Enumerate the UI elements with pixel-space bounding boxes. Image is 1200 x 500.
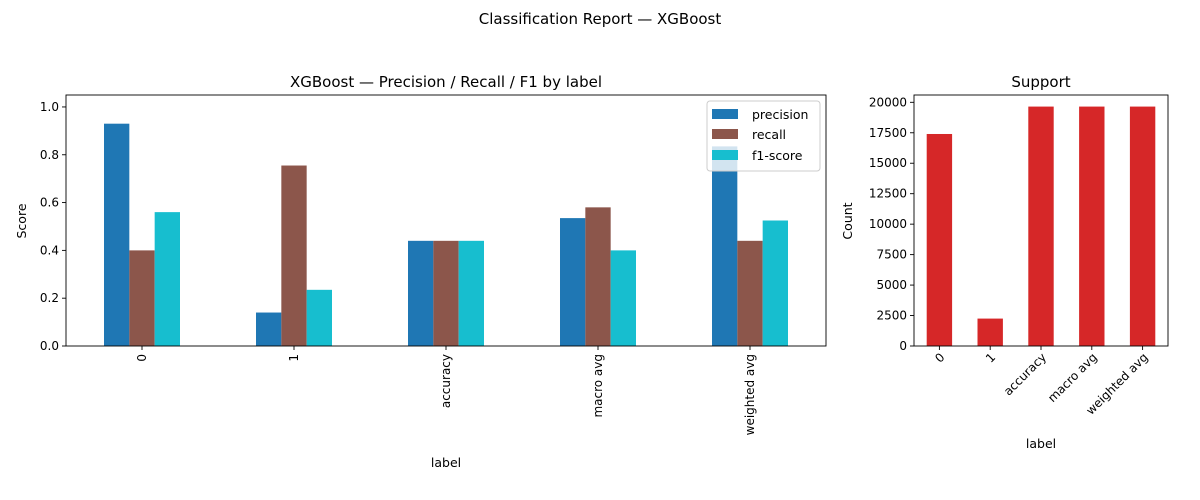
bar-f1-score-0 [154,212,180,346]
bar-recall-weighted-avg [737,240,763,346]
bar-precision-macro-avg [560,218,586,346]
legend-swatch-f1-score [712,150,738,160]
y-axis-label: Score [14,203,29,238]
y-tick-label: 10000 [869,217,907,231]
plot-frame [913,94,1169,347]
y-tick-label: 0.6 [40,196,59,210]
bar-f1-score-macro-avg [610,250,636,346]
bar-support-1 [977,318,1003,346]
legend-label-recall: recall [752,127,786,142]
y-tick-label: 5000 [876,278,907,292]
x-tick-label: 1 [287,354,301,362]
legend-label-f1-score: f1-score [752,148,803,163]
y-tick-label: 0 [899,339,907,353]
figure-suptitle: Classification Report — XGBoost [479,10,722,28]
bar-f1-score-accuracy [458,240,484,346]
bar-precision-weighted-avg [712,146,738,346]
legend-swatch-precision [712,109,738,119]
x-tick-label: accuracy [1001,350,1049,398]
bar-recall-accuracy [433,240,459,346]
y-axis-label: Count [840,202,855,239]
bar-precision-1 [256,312,282,346]
legend[interactable]: precision recall f1-score [706,100,821,172]
y-tick-label: 15000 [869,156,907,170]
x-tick-label: 0 [932,350,947,365]
bar-f1-score-weighted-avg [762,220,788,346]
y-tick-label: 0.4 [40,243,59,257]
bar-f1-score-1 [306,289,332,346]
y-tick-label: 2500 [876,309,907,323]
x-tick-label: macro avg [1045,350,1100,405]
chart-title: XGBoost — Precision / Recall / F1 by lab… [290,73,602,91]
chart-title: Support [1011,73,1070,91]
bars-group [104,123,788,346]
x-axis-label: label [1026,436,1056,451]
x-axis-label: label [431,455,461,470]
bar-recall-1 [281,165,307,346]
x-tick-label: weighted avg [743,354,757,435]
y-tick-label: 0.0 [40,339,59,353]
y-tick-label: 12500 [869,187,907,201]
x-axis-ticks: 0 1 accuracy macro avg weighted avg [135,346,757,435]
x-tick-label: accuracy [439,354,453,408]
bar-recall-macro-avg [585,207,611,346]
bar-support-weighted-avg [1129,106,1156,346]
y-tick-label: 17500 [869,126,907,140]
bar-recall-0 [129,250,155,346]
support-chart: Support 0 2500 5000 7500 10000 12500 15000 1750… [840,73,1169,451]
bar-precision-accuracy [408,240,434,346]
y-axis-ticks: 0.0 0.2 0.4 0.6 0.8 1.0 [40,100,66,353]
legend-label-precision: precision [752,107,808,122]
y-tick-label: 0.8 [40,148,59,162]
bars-group [926,106,1156,346]
bar-support-accuracy [1028,106,1054,346]
bar-support-macro-avg [1079,106,1105,346]
bar-precision-0 [104,123,130,346]
plot-frame [65,94,827,347]
legend-swatch-recall [712,129,738,139]
x-tick-label: macro avg [591,354,605,418]
y-tick-label: 0.2 [40,291,59,305]
y-tick-label: 20000 [869,95,907,109]
x-tick-label: 1 [983,350,998,365]
bar-support-0 [926,133,953,346]
y-tick-label: 1.0 [40,100,59,114]
y-axis-ticks: 0 2500 5000 7500 10000 12500 15000 17500 20000 [869,95,914,353]
x-tick-label: 0 [135,354,149,362]
precision-recall-f1-chart: XGBoost — Precision / Recall / F1 by lab… [14,73,827,470]
y-tick-label: 7500 [876,248,907,262]
